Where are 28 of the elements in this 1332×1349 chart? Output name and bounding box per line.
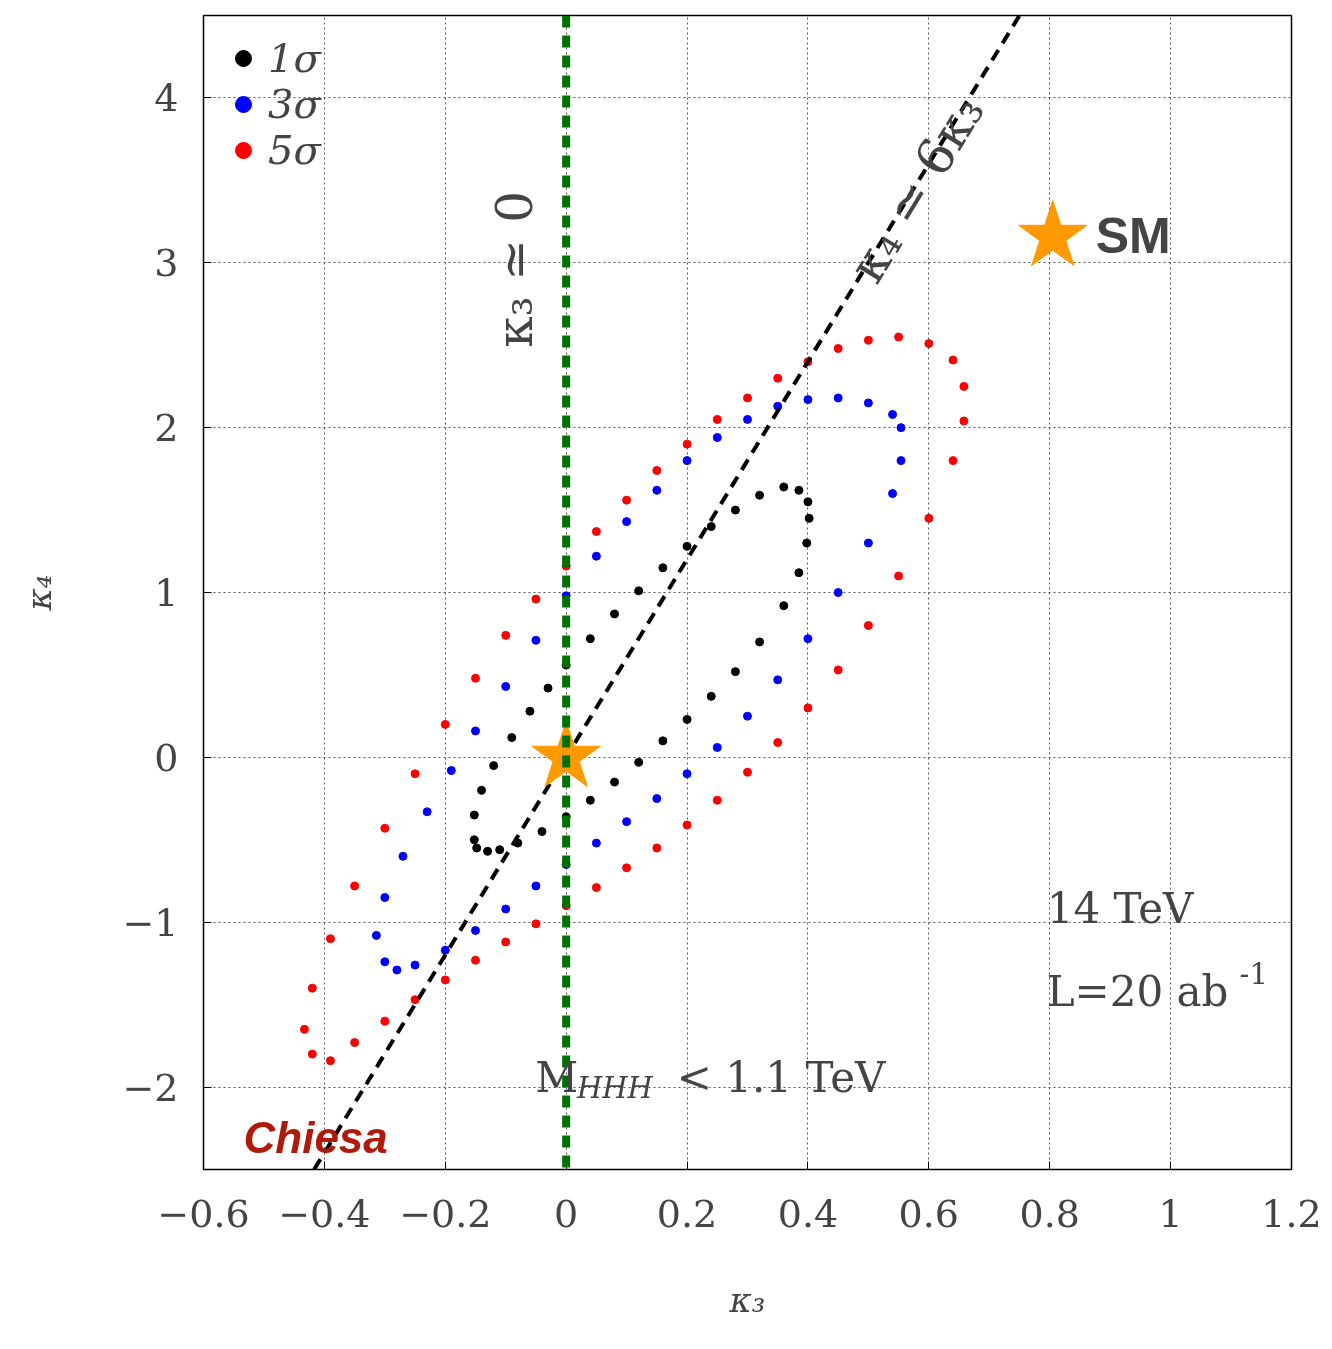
annotation: 14 TeV — [1046, 884, 1195, 934]
x-tick-label: 0 — [554, 1191, 579, 1236]
x-tick-label: 1.2 — [1261, 1191, 1322, 1236]
y-tick-label: −1 — [122, 900, 179, 945]
x-tick-label: 0.8 — [1019, 1191, 1080, 1236]
y-tick-label: 0 — [154, 735, 179, 780]
annotation: L=20 ab-1 — [1046, 956, 1268, 1017]
x-tick-label: 1 — [1158, 1191, 1183, 1236]
y-tick-label: 2 — [154, 406, 179, 451]
x-axis-title: κ₃ — [728, 1279, 766, 1320]
y-tick-label: −2 — [122, 1065, 179, 1110]
x-tick-label: 0.4 — [777, 1191, 839, 1236]
y-tick-label: 1 — [154, 571, 179, 615]
legend-label: 3σ — [268, 81, 321, 127]
x-tick-label: −0.4 — [278, 1191, 371, 1236]
x-tick-label: 0.2 — [656, 1191, 718, 1236]
x-tick-label: −0.2 — [399, 1191, 492, 1236]
y-tick-label: 4 — [154, 76, 179, 121]
legend-label: 1σ — [268, 35, 321, 81]
x-tick-label: −0.6 — [157, 1191, 250, 1236]
ref-line-label: κ₃ ≃ 0 — [486, 190, 545, 348]
annotation: SM — [1095, 207, 1171, 264]
legend-label: 5σ — [268, 127, 321, 173]
y-axis-title: κ₄ — [19, 574, 60, 612]
annotation: κ₄ ≃ 6κ₃ — [837, 84, 996, 293]
y-tick-label: 3 — [154, 241, 179, 286]
annotation: Chiesa — [243, 1112, 388, 1162]
x-tick-label: 0.6 — [898, 1191, 960, 1236]
